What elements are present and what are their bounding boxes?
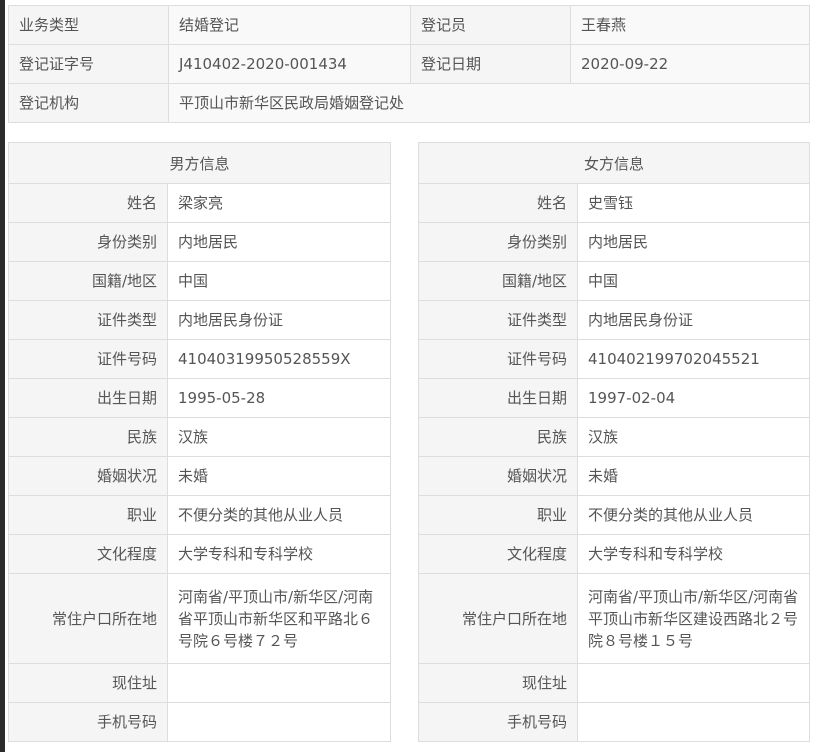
field-value: 河南省/平顶山市/新华区/河南省平顶山市新华区和平路北６号院６号楼７２号	[167, 573, 391, 664]
registration-summary-table: 业务类型 结婚登记 登记员 王春燕 登记证字号 J410402-2020-001…	[8, 5, 810, 123]
table-row: 文化程度 大学专科和专科学校	[418, 534, 810, 574]
field-value: 大学专科和专科学校	[577, 534, 810, 574]
field-value: 史雪钰	[577, 183, 810, 223]
table-row: 文化程度 大学专科和专科学校	[8, 534, 391, 574]
table-row: 常住户口所在地 河南省/平顶山市/新华区/河南省平顶山市新华区和平路北６号院６号楼…	[8, 573, 391, 664]
field-value: 未婚	[167, 456, 391, 496]
table-row: 国籍/地区 中国	[418, 261, 810, 301]
field-label: 婚姻状况	[418, 456, 578, 496]
field-label: 职业	[418, 495, 578, 535]
field-value: 内地居民身份证	[577, 300, 810, 340]
value-cell: 平顶山市新华区民政局婚姻登记处	[168, 83, 810, 123]
table-header-row: 男方信息	[8, 142, 391, 184]
field-value: 内地居民	[167, 222, 391, 262]
field-value	[167, 663, 391, 703]
field-value: 410402199702045521	[577, 339, 810, 379]
table-row: 民族 汉族	[8, 417, 391, 457]
value-cell: 2020-09-22	[570, 44, 810, 84]
field-label: 民族	[8, 417, 168, 457]
field-label: 身份类别	[8, 222, 168, 262]
table-row: 民族 汉族	[418, 417, 810, 457]
table-row: 证件号码 410402199702045521	[418, 339, 810, 379]
male-info-table: 男方信息 姓名 梁家亮 身份类别 内地居民 国籍/地区 中国 证件类型 内地居民身份证 证件号码 4…	[8, 142, 391, 742]
field-value: 内地居民	[577, 222, 810, 262]
field-label: 民族	[418, 417, 578, 457]
field-value: 大学专科和专科学校	[167, 534, 391, 574]
field-label: 文化程度	[8, 534, 168, 574]
field-value	[577, 663, 810, 703]
field-label: 出生日期	[418, 378, 578, 418]
field-value: 中国	[167, 261, 391, 301]
table-row: 婚姻状况 未婚	[418, 456, 810, 496]
table-row: 出生日期 1997-02-04	[418, 378, 810, 418]
table-row: 国籍/地区 中国	[8, 261, 391, 301]
table-row: 身份类别 内地居民	[8, 222, 391, 262]
label-cell: 业务类型	[8, 5, 169, 45]
table-header-row: 女方信息	[418, 142, 810, 184]
field-label: 姓名	[8, 183, 168, 223]
label-cell: 登记日期	[410, 44, 571, 84]
field-label: 常住户口所在地	[418, 573, 578, 664]
table-row: 职业 不便分类的其他从业人员	[8, 495, 391, 535]
table-row: 职业 不便分类的其他从业人员	[418, 495, 810, 535]
field-value: 未婚	[577, 456, 810, 496]
field-label: 婚姻状况	[8, 456, 168, 496]
field-label: 手机号码	[8, 702, 168, 742]
field-label: 现住址	[8, 663, 168, 703]
field-label: 国籍/地区	[418, 261, 578, 301]
field-label: 证件类型	[8, 300, 168, 340]
field-value: 1995-05-28	[167, 378, 391, 418]
table-row: 婚姻状况 未婚	[8, 456, 391, 496]
table-row: 证件类型 内地居民身份证	[418, 300, 810, 340]
table-row: 证件类型 内地居民身份证	[8, 300, 391, 340]
field-label: 证件号码	[8, 339, 168, 379]
field-label: 姓名	[418, 183, 578, 223]
field-label: 现住址	[418, 663, 578, 703]
female-info-table: 女方信息 姓名 史雪钰 身份类别 内地居民 国籍/地区 中国 证件类型 内地居民身份证 证件号码 4…	[418, 142, 810, 742]
field-label: 出生日期	[8, 378, 168, 418]
field-value: 河南省/平顶山市/新华区/河南省平顶山市新华区建设西路北２号院８号楼１５号	[577, 573, 810, 664]
table-row: 身份类别 内地居民	[418, 222, 810, 262]
field-label: 职业	[8, 495, 168, 535]
field-label: 手机号码	[418, 702, 578, 742]
value-cell: J410402-2020-001434	[168, 44, 411, 84]
field-value: 汉族	[167, 417, 391, 457]
table-row: 登记证字号 J410402-2020-001434 登记日期 2020-09-2…	[8, 44, 810, 84]
field-value	[167, 702, 391, 742]
value-cell: 结婚登记	[168, 5, 411, 45]
table-row: 证件号码 41040319950528559X	[8, 339, 391, 379]
field-label: 证件号码	[418, 339, 578, 379]
window-edge	[0, 0, 5, 752]
table-row: 姓名 梁家亮	[8, 183, 391, 223]
table-row: 姓名 史雪钰	[418, 183, 810, 223]
table-row: 业务类型 结婚登记 登记员 王春燕	[8, 5, 810, 45]
table-row: 现住址	[8, 663, 391, 703]
field-label: 常住户口所在地	[8, 573, 168, 664]
label-cell: 登记证字号	[8, 44, 169, 84]
table-row: 出生日期 1995-05-28	[8, 378, 391, 418]
section-title: 女方信息	[418, 142, 810, 184]
field-label: 证件类型	[418, 300, 578, 340]
table-row: 常住户口所在地 河南省/平顶山市/新华区/河南省平顶山市新华区建设西路北２号院８号…	[418, 573, 810, 664]
table-row: 现住址	[418, 663, 810, 703]
field-value: 41040319950528559X	[167, 339, 391, 379]
field-label: 文化程度	[418, 534, 578, 574]
table-row: 登记机构 平顶山市新华区民政局婚姻登记处	[8, 83, 810, 123]
field-value: 内地居民身份证	[167, 300, 391, 340]
section-title: 男方信息	[8, 142, 391, 184]
field-value: 不便分类的其他从业人员	[167, 495, 391, 535]
table-row: 手机号码	[8, 702, 391, 742]
field-value: 汉族	[577, 417, 810, 457]
field-label: 国籍/地区	[8, 261, 168, 301]
field-value	[577, 702, 810, 742]
field-value: 不便分类的其他从业人员	[577, 495, 810, 535]
label-cell: 登记员	[410, 5, 571, 45]
label-cell: 登记机构	[8, 83, 169, 123]
value-cell: 王春燕	[570, 5, 810, 45]
field-value: 中国	[577, 261, 810, 301]
field-value: 梁家亮	[167, 183, 391, 223]
field-label: 身份类别	[418, 222, 578, 262]
field-value: 1997-02-04	[577, 378, 810, 418]
table-row: 手机号码	[418, 702, 810, 742]
